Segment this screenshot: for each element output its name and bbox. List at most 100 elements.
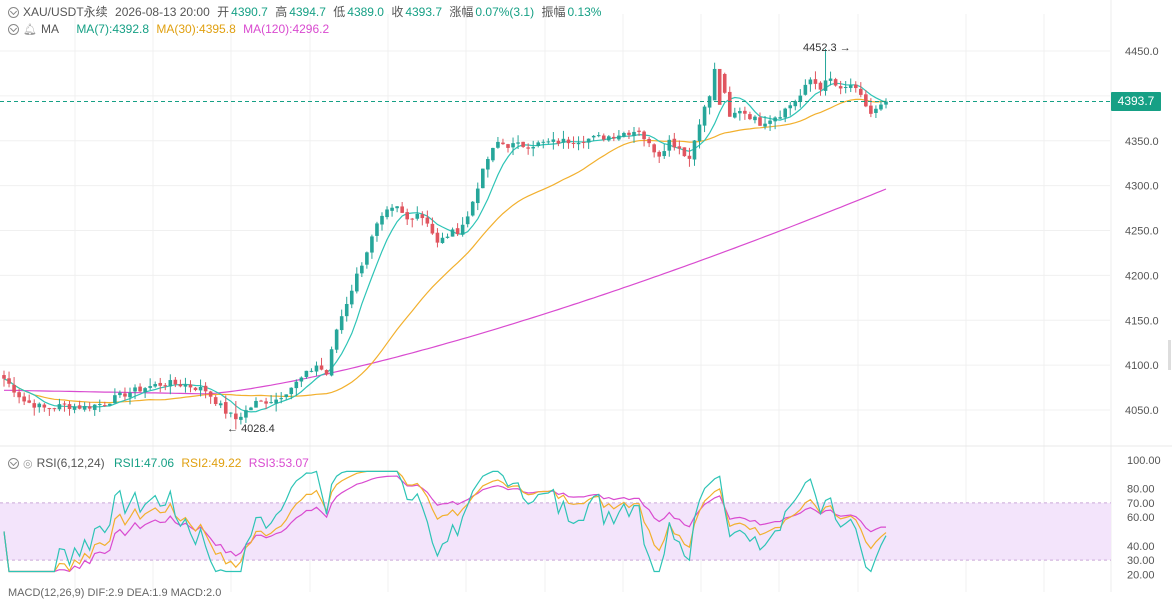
candle-body (813, 79, 818, 84)
candle-body (284, 394, 289, 398)
ma-legend: 🔔︎ MA MA(7):4392.8 MA(30):4395.8 MA(120):… (8, 22, 333, 37)
candle-body (92, 404, 97, 410)
datetime-label: 2026-08-13 20:00 (115, 5, 210, 19)
candle-body (601, 135, 606, 140)
candle-body (314, 365, 319, 372)
candle-body (808, 79, 813, 85)
candle-body (12, 384, 16, 393)
candle-body (52, 408, 57, 410)
candle-body (380, 215, 384, 225)
rsi-legend: ◎ RSI(6,12,24) RSI1:47.06 RSI2:49.22 RSI3… (8, 456, 313, 471)
ma120-line (4, 188, 887, 395)
rsi2-line (3, 470, 887, 573)
candle-body (213, 397, 218, 405)
collapse-chevron-icon[interactable] (8, 24, 19, 35)
rsi1-value: RSI1:47.06 (114, 456, 175, 470)
candle-body (657, 151, 661, 157)
candle-body (869, 105, 873, 114)
candle-body (299, 377, 304, 382)
candle-body (425, 217, 430, 224)
candle-body (223, 402, 228, 414)
candle-body (193, 387, 198, 391)
candle-body (440, 237, 445, 244)
candle-body (748, 114, 752, 120)
ma-title: MA (40, 22, 59, 36)
candle-body (2, 375, 6, 379)
collapse-chevron-icon[interactable] (8, 458, 19, 469)
candle-body (355, 273, 359, 292)
candle-body (526, 147, 530, 149)
price-axis-tick: 4350.0 (1125, 136, 1159, 148)
candle-body (133, 387, 137, 392)
collapse-chevron-icon[interactable] (8, 7, 19, 18)
candle-body (203, 385, 208, 392)
candle-body (254, 400, 258, 408)
candle-body (118, 392, 122, 396)
candle-body (622, 132, 626, 137)
eye-icon[interactable]: ◎ (23, 458, 33, 470)
candle-body (153, 384, 157, 387)
bell-icon[interactable]: 🔔︎ (23, 24, 37, 36)
rsi3-value: RSI3:53.07 (248, 456, 309, 470)
candle-body (576, 142, 581, 145)
candle-body (32, 403, 37, 408)
candle-body (289, 387, 294, 395)
candle-body (57, 404, 62, 410)
candle-body (818, 82, 823, 90)
candle-body (208, 391, 213, 397)
low-label: 低 (333, 5, 346, 19)
candle-body (506, 144, 510, 148)
candle-body (571, 142, 576, 144)
ohlc-header: XAU/USDT永续 2026-08-13 20:00 开 4390.7 高 439… (8, 5, 605, 19)
rsi-band (0, 502, 1111, 561)
candle-body (158, 382, 163, 386)
candle-body (859, 88, 863, 95)
candle-body (864, 94, 868, 107)
rsi-axis-tick: 40.00 (1127, 541, 1155, 553)
candle-body (743, 110, 747, 114)
price-axis-tick: 4200.0 (1125, 270, 1159, 282)
price-axis-tick: 4100.0 (1125, 360, 1159, 372)
candle-body (445, 236, 450, 238)
candle-body (349, 290, 354, 305)
candle-body (360, 265, 364, 274)
candle-body (27, 400, 31, 403)
candle-body (753, 116, 757, 121)
candle-body (828, 78, 833, 81)
candle-body (470, 201, 475, 216)
candle-body (879, 104, 883, 110)
rsi-axis-tick: 20.00 (1127, 569, 1155, 581)
candle-body (627, 132, 631, 135)
price-axis-tick: 4250.0 (1125, 226, 1159, 238)
candle-body (87, 406, 92, 409)
rsi1-line (3, 470, 887, 573)
rsi-axis-tick: 80.00 (1127, 484, 1155, 496)
rsi2-value: RSI2:49.22 (181, 456, 242, 470)
candle-body (853, 84, 858, 89)
candle-body (838, 86, 843, 89)
candle-body (486, 159, 490, 170)
candle-body (884, 101, 888, 105)
candle-body (324, 370, 329, 375)
candle-body (390, 207, 394, 211)
candle-body (108, 403, 112, 406)
candle-body (778, 117, 782, 119)
candle-body (556, 140, 561, 144)
rsi3-line (3, 475, 886, 573)
candle-body (229, 412, 233, 414)
candle-body (183, 384, 188, 387)
high-label: 高 (275, 5, 288, 19)
candle-body (511, 143, 515, 148)
candle-body (788, 105, 793, 109)
candle-body (344, 303, 349, 317)
candle-body (269, 402, 273, 404)
candle-body (521, 141, 525, 147)
candle-body (294, 381, 299, 389)
candle-body (596, 135, 601, 137)
low-value: 4389.0 (347, 5, 384, 19)
candle-body (304, 370, 309, 377)
candle-body (259, 400, 263, 402)
candle-body (768, 120, 772, 124)
ma30-line (3, 98, 887, 404)
